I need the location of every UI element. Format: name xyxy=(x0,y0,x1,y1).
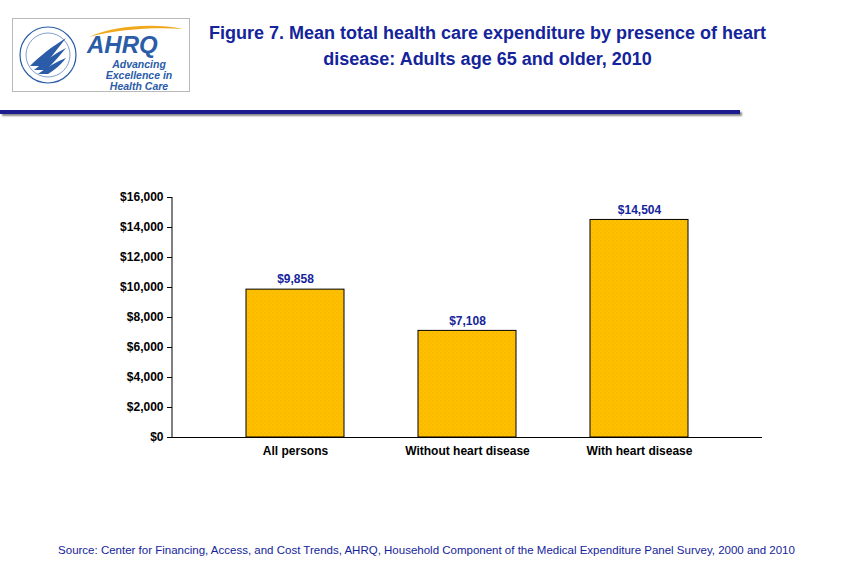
svg-text:With heart disease: With heart disease xyxy=(587,444,693,458)
html-text:Source: Center for Financing,: Source: Center for Financing, Access, an… xyxy=(58,544,795,556)
svg-text:$4,000: $4,000 xyxy=(127,370,164,384)
html-text:AHRQ: AHRQ xyxy=(87,31,158,58)
html-text:Advancing Excellence in Health: Advancing Excellence in Health Care xyxy=(105,58,173,92)
svg-text:$9,858: $9,858 xyxy=(277,272,314,286)
svg-text:$0: $0 xyxy=(150,430,164,444)
svg-text:All persons: All persons xyxy=(263,444,329,458)
svg-text:$2,000: $2,000 xyxy=(127,400,164,414)
svg-text:$8,000: $8,000 xyxy=(127,310,164,324)
svg-text:$10,000: $10,000 xyxy=(120,280,164,294)
svg-text:$16,000: $16,000 xyxy=(120,190,164,204)
svg-text:$14,000: $14,000 xyxy=(120,220,164,234)
svg-text:$7,108: $7,108 xyxy=(449,314,486,328)
html-text:Figure 7. Mean total health ca: Figure 7. Mean total health care expendi… xyxy=(208,23,767,69)
svg-text:Without heart disease: Without heart disease xyxy=(405,444,530,458)
svg-text:$6,000: $6,000 xyxy=(127,340,164,354)
svg-text:$12,000: $12,000 xyxy=(120,250,164,264)
svg-text:$14,504: $14,504 xyxy=(618,203,662,217)
